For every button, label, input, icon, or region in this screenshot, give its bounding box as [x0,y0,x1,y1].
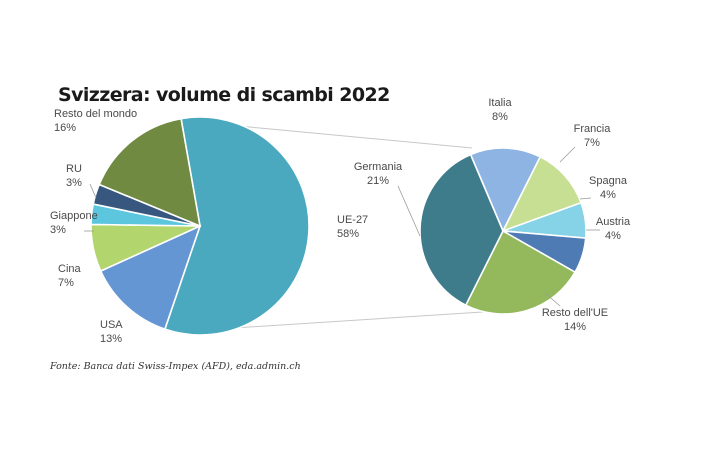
slice-label-cina: Cina 7% [58,263,82,289]
slice-label-name: Cina [58,263,82,275]
slice-label-spagna: Spagna 4% [589,175,628,201]
source-note: Fonte: Banca dati Swiss-Impex (AFD), eda… [50,361,301,372]
slice-label-value: 16% [54,122,76,134]
slice-label-name: Resto dell'UE [542,307,608,319]
slice-label-value: 14% [564,321,586,333]
slice-label-name: Spagna [589,175,628,187]
slice-label-name: UE-27 [337,214,368,226]
pie-slice-germania [419,153,504,307]
slice-label-value: 7% [58,277,74,289]
slice-label-name: Germania [354,161,403,173]
slice-label-name: Francia [574,123,612,135]
leader-line-germania [397,185,421,237]
slice-label-value: 4% [605,230,621,242]
slice-label-resto-del-mondo: Resto del mondo 16% [54,108,137,134]
leader-line-resto-dell-ue [544,292,561,307]
slice-label-usa: USA 13% [100,319,123,345]
slice-label-value: 3% [66,177,82,189]
slice-label-austria: Austria 4% [596,216,631,242]
slice-label-name: Resto del mondo [54,108,137,120]
slice-label-name: Italia [488,97,512,109]
slice-label-value: 58% [337,228,359,240]
pie-slice-francia [501,155,583,233]
chart-title: Svizzera: volume di scambi 2022 [58,84,390,106]
slice-label-ru: RU 3% [66,163,82,189]
slice-label-value: 8% [492,111,508,123]
leader-line-francia [559,146,576,163]
slice-label-germania: Germania 21% [354,161,403,187]
pie-slice-resto-del-mondo [98,117,202,228]
slice-label-francia: Francia 7% [574,123,612,149]
slice-label-ue-27: UE-27 58% [337,214,368,240]
slice-label-resto-dell-ue: Resto dell'UE 14% [542,307,608,333]
slice-label-name: RU [66,163,82,175]
slice-label-name: Austria [596,216,631,228]
slice-label-italia: Italia 8% [488,97,512,123]
slice-label-value: 21% [367,175,389,187]
slice-label-name: Giappone [50,210,98,222]
pie-slice-usa [99,224,202,331]
slice-label-value: 4% [600,189,616,201]
leader-line-spagna [579,197,592,200]
pie-slice-italia [469,147,542,233]
slice-label-name: USA [100,319,123,331]
slice-label-value: 13% [100,333,122,345]
slice-label-giappone: Giappone 3% [50,210,98,236]
slice-label-value: 7% [584,137,600,149]
pie-slice-ue-27 [163,116,310,336]
leader-line-ru [89,183,97,199]
slice-label-value: 3% [50,224,66,236]
